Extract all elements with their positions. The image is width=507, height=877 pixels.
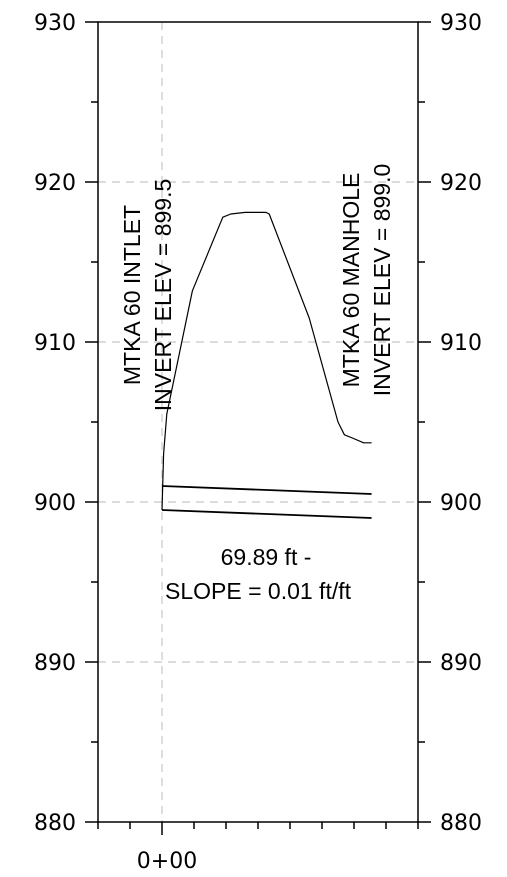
inlet-name-label: MTKA 60 INTLET <box>119 205 145 385</box>
y-tick-label-left: 890 <box>34 651 76 676</box>
y-tick-label-right: 910 <box>440 331 482 356</box>
ground-profile-line <box>161 211 372 511</box>
manhole-invert-label: INVERT ELEV = 899.0 <box>369 164 395 396</box>
pipe-invert-line <box>161 509 372 519</box>
pipe-top-line <box>161 485 372 495</box>
manhole-name-label: MTKA 60 MANHOLE <box>338 173 364 388</box>
plot-frame <box>97 21 419 823</box>
y-tick-label-left: 880 <box>34 811 76 836</box>
pipe-length-label: 69.89 ft - <box>221 544 312 570</box>
y-tick-label-right: 880 <box>440 811 482 836</box>
tick-layer: 930 930 920 920 910 910 900 900 890 890 880 880 0+00 <box>34 11 482 874</box>
y-tick-label-left: 900 <box>34 491 76 516</box>
line-layer <box>161 211 372 519</box>
y-tick-label-right: 890 <box>440 651 482 676</box>
y-tick-label-right: 920 <box>440 171 482 196</box>
y-tick-label-left: 920 <box>34 171 76 196</box>
grid-layer <box>98 22 418 822</box>
y-tick-label-right: 930 <box>440 11 482 36</box>
y-tick-label-left: 930 <box>34 11 76 36</box>
x-tick-label: 0+00 <box>137 849 197 874</box>
y-tick-label-left: 910 <box>34 331 76 356</box>
y-tick-label-right: 900 <box>440 491 482 516</box>
inlet-invert-label: INVERT ELEV = 899.5 <box>150 179 176 411</box>
pipe-slope-label: SLOPE = 0.01 ft/ft <box>165 578 352 604</box>
